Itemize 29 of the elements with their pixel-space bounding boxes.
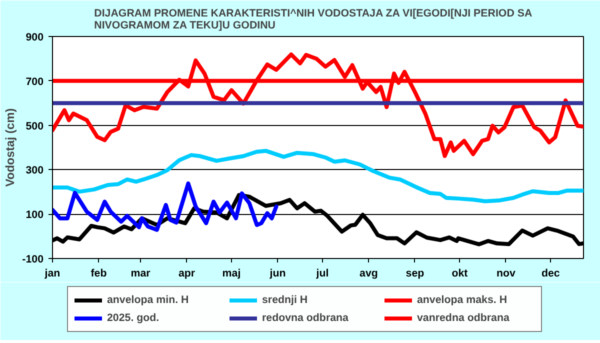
y-tick-label: 300: [26, 164, 44, 177]
legend-label: anvelopa min. H: [107, 293, 190, 307]
x-tick-label: dec: [542, 268, 560, 280]
legend-label: 2025. god.: [107, 311, 160, 325]
legend-label: srednji H: [262, 293, 309, 307]
y-tick-label: 100: [26, 209, 44, 222]
x-tick-label: avg: [360, 268, 378, 280]
chart-title: DIJAGRAM PROMENE KARAKTERISTI^NIH VODOSTAJA ZA VI[EGODI[NJI PERIOD SA NIVOGRAMOM ZA TEKU]U GODINU: [94, 8, 532, 32]
legend-label: anvelopa maks. H: [417, 293, 508, 307]
y-tick-label: 700: [26, 76, 44, 88]
x-tick-label: maj: [222, 268, 241, 280]
x-tick-label: mar: [130, 268, 150, 280]
y-tick-label: 500: [26, 120, 44, 132]
y-axis-title: Vodostaj (cm): [3, 108, 18, 187]
line-series: [52, 148, 584, 204]
y-tick-label: 900: [26, 32, 44, 44]
x-tick-label: jun: [268, 268, 286, 280]
x-tick-label: apr: [178, 268, 196, 280]
y-tick-label: -100: [22, 254, 44, 266]
x-tick-label: jan: [44, 268, 60, 280]
x-tick-label: feb: [90, 268, 108, 280]
legend-label: vanredna odbrana: [417, 311, 510, 325]
x-tick-label: okt: [452, 268, 468, 280]
x-tick-label: nov: [496, 268, 516, 280]
line-series: [52, 52, 584, 158]
x-tick-label: jul: [315, 268, 329, 280]
legend-label: redovna odbrana: [262, 311, 350, 325]
line-series: [52, 181, 278, 232]
x-tick-label: sep: [406, 268, 425, 280]
